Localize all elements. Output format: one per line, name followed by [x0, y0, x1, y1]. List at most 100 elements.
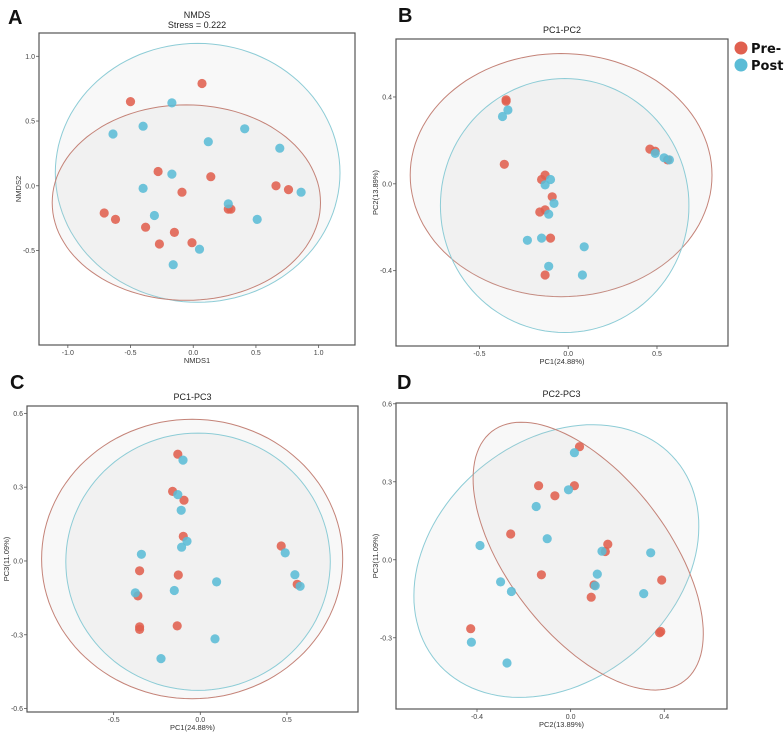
x-tick-label: 0.5: [282, 717, 292, 724]
data-point-post: [182, 536, 192, 546]
data-point-pre: [271, 181, 281, 191]
x-tick-label: 0.5: [652, 351, 662, 358]
y-tick-label: -0.3: [380, 635, 392, 642]
data-point-pre: [172, 621, 182, 631]
data-point-post: [203, 137, 213, 147]
data-point-pre: [179, 495, 189, 505]
confidence-ellipse-pre: [409, 52, 713, 298]
data-point-pre: [535, 207, 545, 217]
data-point-post: [138, 183, 148, 193]
data-point-post: [522, 235, 533, 245]
data-point-pre: [153, 166, 163, 177]
data-point-pre: [536, 570, 547, 580]
chart-title: PC1-PC3: [173, 392, 211, 402]
confidence-ellipse-post: [439, 77, 690, 334]
y-tick-label: -0.3: [11, 632, 23, 639]
y-tick-label: 0.5: [25, 119, 35, 126]
y-tick-label: 0.3: [382, 479, 392, 486]
x-tick-label: -0.4: [471, 714, 483, 721]
data-point-pre: [110, 214, 121, 224]
data-point-pre: [135, 566, 145, 576]
plot-frame: [38, 32, 356, 346]
data-point-pre: [276, 541, 286, 551]
data-point-pre: [545, 233, 556, 243]
data-point-pre: [187, 238, 197, 248]
data-point-post: [275, 143, 285, 153]
chart-subtitle: Stress = 0.222: [168, 20, 226, 30]
plot-frame: [395, 38, 729, 347]
y-tick-label: -0.4: [380, 268, 392, 275]
x-tick-label: 0.0: [188, 350, 198, 357]
confidence-ellipse-post: [65, 432, 331, 691]
data-point-post: [503, 105, 513, 115]
data-point-post: [497, 111, 508, 122]
data-point-post: [295, 581, 305, 591]
data-point-post: [544, 261, 554, 271]
data-point-pre: [173, 449, 183, 459]
x-tick-label: -1.0: [62, 350, 74, 357]
data-point-pre: [655, 628, 665, 638]
legend-label-post: Post-: [751, 59, 784, 74]
confidence-ellipse-post: [413, 424, 700, 698]
data-point-post: [646, 548, 656, 558]
data-point-post: [542, 534, 552, 544]
data-point-post: [280, 548, 290, 558]
data-point-post: [223, 199, 233, 209]
y-tick-label: 0.4: [382, 94, 392, 101]
data-point-post: [531, 501, 541, 512]
panel-label-c: C: [10, 372, 24, 394]
chart-panel-c: PC1-PC3 -0.5 0.0 0.5 0.6 0.3 0.0 -0.3 -0.6 PC1(24…: [2, 392, 359, 732]
data-point-post: [130, 588, 140, 598]
plot-area: [409, 52, 713, 334]
data-point-pre: [154, 239, 164, 249]
data-point-post: [664, 155, 675, 165]
data-point-post: [592, 569, 602, 579]
panel-label-b: B: [398, 5, 412, 27]
data-point-post: [138, 121, 148, 131]
plot-frame: [26, 405, 359, 713]
data-point-post: [569, 448, 580, 458]
data-point-post: [540, 180, 550, 190]
confidence-ellipse-pre: [472, 421, 704, 691]
x-axis-label: PC1(24.88%): [170, 723, 216, 732]
panel-label-a: A: [8, 7, 22, 29]
data-point-pre: [603, 539, 613, 549]
y-axis-label: PC3(11.09%): [2, 536, 11, 581]
y-tick-label: 0.0: [25, 183, 35, 190]
data-point-pre: [141, 222, 151, 232]
y-axis-label: NMDS2: [14, 176, 23, 202]
plot-area: [413, 421, 704, 698]
data-point-post: [579, 242, 589, 252]
data-point-post: [168, 260, 178, 270]
data-point-post: [156, 654, 166, 664]
legend-marker-post: [734, 58, 748, 72]
data-point-pre: [550, 491, 560, 501]
y-tick-label: 0.0: [382, 181, 392, 188]
data-point-post: [149, 210, 159, 221]
data-point-pre: [540, 270, 550, 280]
data-point-post: [466, 637, 476, 647]
data-point-post: [176, 505, 186, 515]
data-point-pre: [125, 97, 136, 107]
data-point-post: [549, 198, 559, 208]
x-tick-label: 0.4: [659, 714, 669, 721]
y-tick-label: 0.6: [382, 401, 392, 408]
data-point-post: [496, 577, 506, 587]
y-axis-label: PC2(13.89%): [371, 169, 380, 215]
data-point-post: [194, 244, 205, 254]
data-point-post: [240, 124, 250, 134]
data-point-pre: [283, 185, 294, 195]
data-point-post: [212, 577, 222, 587]
data-point-post: [502, 658, 512, 668]
data-point-post: [169, 585, 179, 596]
data-point-post: [639, 589, 649, 599]
data-point-pre: [466, 624, 476, 634]
x-axis-label: PC1(24.88%): [539, 357, 585, 366]
data-point-post: [210, 634, 220, 644]
x-tick-label: -0.5: [473, 351, 485, 358]
data-point-post: [108, 129, 118, 139]
data-point-post: [296, 187, 306, 197]
x-tick-label: 0.0: [195, 717, 205, 724]
chart-title: PC1-PC2: [543, 25, 581, 35]
